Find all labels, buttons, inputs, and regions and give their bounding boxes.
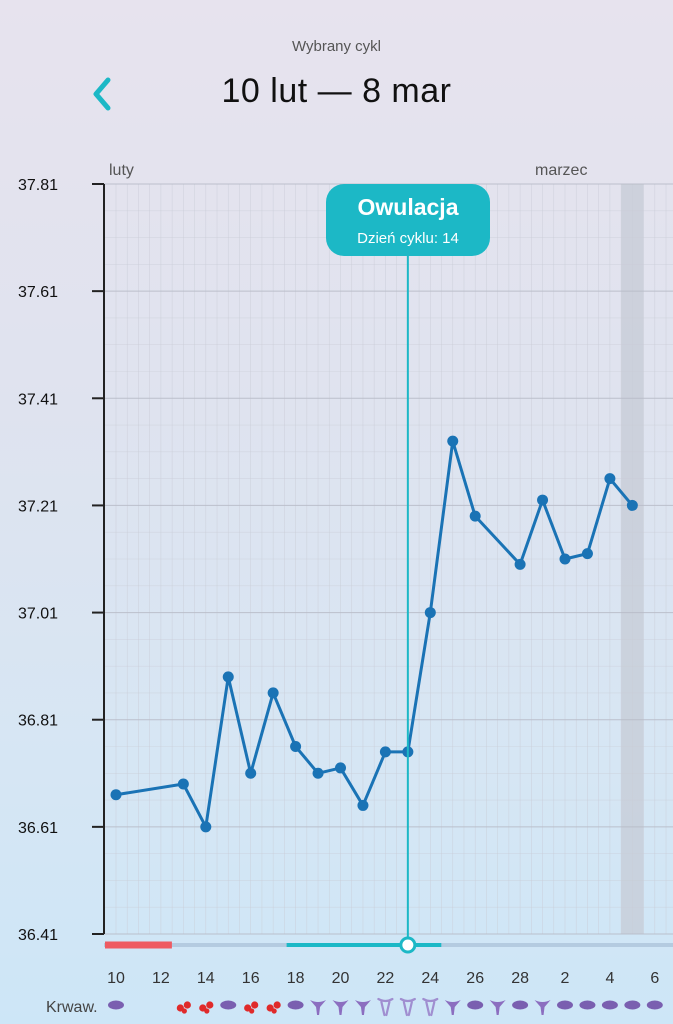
mucus-sticky-icon[interactable]: [354, 1000, 371, 1015]
month-label-feb: luty: [109, 162, 134, 179]
ovulation-title: Owulacja: [358, 194, 459, 220]
temperature-point[interactable]: [447, 435, 459, 447]
temperature-chart[interactable]: luty marzec 37.81 37.61 37.41 37.21 37.01 36.8…: [0, 150, 673, 1024]
mucus-dry-icon[interactable]: [108, 1000, 124, 1010]
y-tick-label: 36.61: [18, 820, 58, 837]
temperature-point[interactable]: [267, 687, 279, 699]
temperature-point[interactable]: [177, 778, 189, 790]
mucus-eggwhite-icon[interactable]: [377, 997, 394, 1017]
mucus-dry-icon[interactable]: [512, 1000, 529, 1010]
x-tick-label: 18: [287, 970, 305, 987]
y-tick-label: 37.61: [18, 284, 58, 301]
mucus-dry-icon[interactable]: [220, 1000, 237, 1010]
x-tick-label: 6: [650, 970, 659, 987]
y-tick-label: 36.41: [18, 927, 58, 944]
temperature-point[interactable]: [604, 473, 616, 485]
temperature-point[interactable]: [357, 799, 369, 811]
x-tick-label: 22: [377, 970, 395, 987]
temperature-point[interactable]: [245, 767, 257, 779]
y-tick-label: 37.81: [18, 177, 58, 194]
mucus-dry-icon[interactable]: [557, 1000, 573, 1010]
temperature-point[interactable]: [290, 741, 302, 752]
back-button[interactable]: [86, 74, 122, 114]
temperature-point[interactable]: [559, 553, 571, 565]
temperature-point[interactable]: [514, 558, 526, 570]
temperature-point[interactable]: [626, 499, 638, 511]
blood-drop-icon[interactable]: [176, 1001, 191, 1014]
bleeding-row-label: Krwaw.: [46, 999, 98, 1016]
blood-drop-icon[interactable]: [199, 1001, 214, 1014]
chevron-left-icon: [93, 77, 111, 111]
temperature-point[interactable]: [200, 821, 212, 833]
ovulation-tooltip[interactable]: [326, 184, 490, 256]
temperature-point[interactable]: [222, 671, 234, 683]
mucus-sticky-icon[interactable]: [489, 1000, 506, 1015]
mucus-dry-icon[interactable]: [646, 1000, 663, 1010]
temperature-point[interactable]: [335, 762, 346, 774]
temperature-point[interactable]: [110, 789, 122, 801]
mucus-dry-icon[interactable]: [287, 1000, 304, 1010]
y-tick-label: 37.41: [18, 391, 58, 408]
x-tick-label: 20: [332, 970, 350, 987]
blood-drop-icon[interactable]: [244, 1001, 259, 1014]
mucus-sticky-icon[interactable]: [534, 1000, 551, 1015]
mucus-dry-icon[interactable]: [601, 1000, 618, 1010]
mucus-sticky-icon[interactable]: [444, 1000, 461, 1015]
temperature-point[interactable]: [379, 746, 391, 758]
mucus-eggwhite-icon[interactable]: [422, 997, 439, 1017]
x-tick-label: 16: [242, 970, 260, 987]
mucus-eggwhite-icon[interactable]: [399, 997, 416, 1017]
x-tick-label: 28: [511, 970, 529, 987]
x-tick-label: 10: [107, 970, 125, 987]
y-tick-label: 37.21: [18, 498, 58, 515]
mucus-dry-icon[interactable]: [467, 1000, 484, 1010]
mucus-dry-icon[interactable]: [624, 1000, 641, 1010]
mucus-sticky-icon[interactable]: [332, 1000, 349, 1015]
x-tick-label: 24: [421, 970, 439, 987]
x-tick-label: 4: [605, 970, 614, 987]
x-tick-label: 26: [466, 970, 484, 987]
temperature-point[interactable]: [581, 548, 593, 560]
temperature-point[interactable]: [537, 494, 549, 506]
mucus-dry-icon[interactable]: [579, 1000, 596, 1010]
cycle-date-range: 10 lut — 8 mar: [221, 72, 452, 110]
y-tick-label: 36.81: [18, 713, 58, 730]
x-tick-label: 2: [561, 970, 570, 987]
month-label-mar: marzec: [535, 162, 587, 179]
cycle-subtitle: Wybrany cykl: [291, 38, 382, 55]
blood-drop-icon[interactable]: [266, 1001, 281, 1014]
temperature-point[interactable]: [312, 767, 324, 779]
temperature-point[interactable]: [424, 607, 436, 619]
ovulation-phase-marker: [399, 936, 417, 954]
temperature-point[interactable]: [469, 510, 481, 522]
x-tick-label: 14: [197, 970, 215, 987]
y-tick-label: 37.01: [18, 606, 58, 623]
header: Wybrany cykl 10 lut — 8 mar: [0, 0, 673, 150]
mucus-sticky-icon[interactable]: [310, 1000, 327, 1015]
ovulation-subtitle: Dzień cyklu: 14: [357, 230, 459, 247]
x-tick-label: 12: [152, 970, 170, 987]
